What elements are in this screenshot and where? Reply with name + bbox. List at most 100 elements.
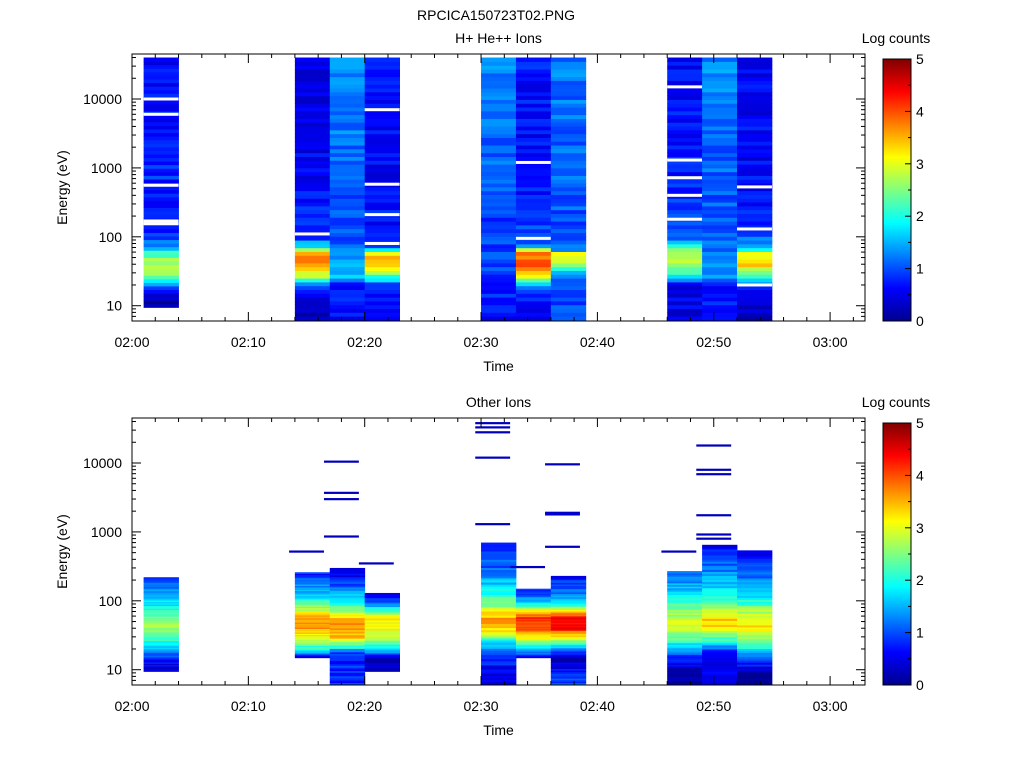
heatmap-cell bbox=[143, 643, 179, 645]
heatmap-cell bbox=[702, 258, 738, 264]
heatmap-cell bbox=[294, 274, 331, 279]
heatmap-cell bbox=[143, 82, 179, 87]
heatmap-cell bbox=[364, 68, 400, 74]
heatmap-cell bbox=[737, 179, 773, 184]
heatmap-cell bbox=[329, 653, 366, 656]
heatmap-cell bbox=[143, 669, 179, 672]
heatmap-cell bbox=[294, 217, 331, 222]
heatmap-cell bbox=[364, 293, 400, 298]
heatmap-cell bbox=[364, 643, 400, 646]
heatmap-cell bbox=[481, 679, 517, 682]
heatmap-cell bbox=[667, 675, 703, 679]
heatmap-cell bbox=[667, 247, 703, 252]
heatmap-cell bbox=[737, 632, 773, 636]
heatmap-cell bbox=[702, 657, 738, 660]
heatmap-cell bbox=[737, 652, 773, 655]
heatmap-cell bbox=[515, 643, 552, 646]
heatmap-cell bbox=[702, 671, 738, 674]
heatmap-cell bbox=[702, 648, 738, 652]
heatmap-cell bbox=[481, 673, 517, 676]
heatmap-cell bbox=[515, 156, 552, 161]
heatmap-cell bbox=[702, 642, 738, 646]
heatmap-cell bbox=[364, 646, 400, 649]
heatmap-cell bbox=[329, 122, 366, 127]
heatmap-cell bbox=[737, 152, 773, 157]
heatmap-cell bbox=[481, 72, 517, 78]
heatmap-cell bbox=[550, 674, 587, 678]
heatmap-cell bbox=[294, 607, 331, 610]
heatmap-cell bbox=[667, 106, 703, 112]
heatmap-cell bbox=[143, 583, 179, 586]
heatmap-cell bbox=[364, 243, 400, 249]
heatmap-cell bbox=[364, 152, 400, 157]
heatmap-cell bbox=[667, 667, 703, 670]
heatmap-cell bbox=[702, 638, 738, 642]
heatmap-cell bbox=[667, 68, 703, 74]
heatmap-cell bbox=[364, 247, 400, 252]
heatmap-cell bbox=[329, 106, 366, 112]
heatmap-cell bbox=[667, 297, 703, 302]
heatmap-cell bbox=[294, 228, 331, 233]
heatmap-cell bbox=[515, 611, 552, 613]
heatmap-cell bbox=[515, 289, 552, 294]
heatmap-cell bbox=[515, 602, 552, 605]
heatmap-cell bbox=[143, 593, 179, 596]
heatmap-cell bbox=[294, 591, 331, 594]
heatmap-cell bbox=[294, 589, 331, 592]
heatmap-cell bbox=[667, 599, 703, 602]
heatmap-cell bbox=[737, 646, 773, 649]
heatmap-cell bbox=[550, 209, 587, 214]
heatmap-cell bbox=[702, 171, 738, 176]
heatmap-cell bbox=[550, 676, 587, 679]
heatmap-cell bbox=[364, 609, 400, 612]
heatmap-cell bbox=[702, 563, 738, 566]
time-bin bbox=[294, 57, 331, 321]
heatmap-cell bbox=[702, 175, 738, 180]
time-bin bbox=[515, 588, 552, 659]
heatmap-cell bbox=[515, 596, 552, 599]
heatmap-cell bbox=[294, 578, 331, 581]
heatmap-cell bbox=[329, 598, 366, 602]
heatmap-cell bbox=[481, 559, 517, 562]
heatmap-cell bbox=[329, 608, 366, 612]
heatmap-cell bbox=[364, 600, 400, 603]
colorbar-tick-label: 2 bbox=[916, 572, 924, 588]
heatmap-cell bbox=[702, 608, 738, 611]
heatmap-cell bbox=[481, 87, 517, 93]
heatmap-cell bbox=[515, 209, 552, 214]
heatmap-cell bbox=[329, 605, 366, 608]
heatmap-cell bbox=[667, 163, 703, 169]
heatmap-cell bbox=[143, 64, 179, 69]
heatmap-cell bbox=[515, 618, 552, 620]
heatmap-cell bbox=[667, 258, 703, 264]
heatmap-cell bbox=[667, 642, 703, 645]
heatmap-cell bbox=[143, 634, 179, 637]
heatmap-cell bbox=[329, 619, 366, 622]
heatmap-cell bbox=[515, 228, 552, 233]
heatmap-cell bbox=[702, 577, 738, 581]
heatmap-cell bbox=[667, 319, 703, 321]
heatmap-cell bbox=[702, 236, 738, 241]
heatmap-cell bbox=[667, 650, 703, 654]
heatmap-cell bbox=[329, 61, 366, 66]
heatmap-cell bbox=[481, 621, 517, 624]
heatmap-cell bbox=[737, 554, 773, 557]
heatmap-cell bbox=[143, 644, 179, 647]
colorbar-tick-label: 2 bbox=[916, 208, 924, 224]
heatmap-cell bbox=[702, 125, 738, 131]
empty-energy-bin bbox=[667, 158, 703, 162]
heatmap-cell bbox=[294, 655, 331, 657]
heatmap-cell bbox=[481, 308, 517, 313]
heatmap-cell bbox=[702, 61, 738, 66]
heatmap-cell bbox=[737, 589, 773, 593]
heatmap-cell bbox=[294, 175, 331, 180]
heatmap-cell bbox=[737, 205, 773, 211]
sparse-count-mark bbox=[545, 513, 580, 516]
heatmap-cell bbox=[329, 675, 366, 678]
heatmap-cell bbox=[329, 615, 366, 619]
heatmap-cell bbox=[515, 639, 552, 642]
heatmap-cell bbox=[737, 258, 773, 264]
heatmap-cell bbox=[143, 121, 179, 126]
heatmap-cell bbox=[143, 616, 179, 619]
heatmap-cell bbox=[550, 647, 587, 650]
